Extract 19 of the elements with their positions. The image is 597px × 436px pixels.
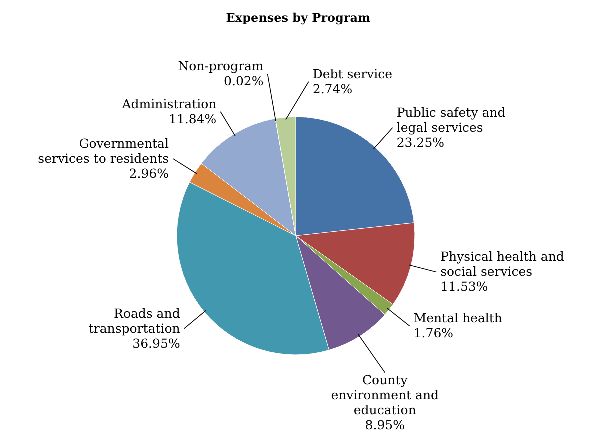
data-label: 2.96% xyxy=(129,166,170,181)
slice-label: Mental health xyxy=(414,310,502,326)
chart-title: Expenses by Program xyxy=(226,11,372,25)
slice-label: Debt service xyxy=(312,66,393,82)
data-label: 36.95% xyxy=(132,336,180,351)
data-label: 11.84% xyxy=(169,111,217,126)
slice-label: Administration xyxy=(121,96,217,112)
slice-label: Roads and transportation xyxy=(88,306,180,336)
data-label: 23.25% xyxy=(396,134,445,150)
data-label: 11.53% xyxy=(440,279,488,294)
slice-label: Public safety and legal services xyxy=(396,104,506,135)
data-label: 0.02% xyxy=(224,74,264,89)
slice-label: Governmental services to residents xyxy=(38,136,170,166)
slice-label: Physical health and social services xyxy=(440,249,564,280)
data-label: 2.74% xyxy=(312,81,353,96)
data-label: 1.76% xyxy=(414,326,454,341)
slice-label: County environment and education xyxy=(331,372,440,418)
slice-label: Non-program xyxy=(178,58,264,74)
data-label: 8.95% xyxy=(365,418,406,433)
